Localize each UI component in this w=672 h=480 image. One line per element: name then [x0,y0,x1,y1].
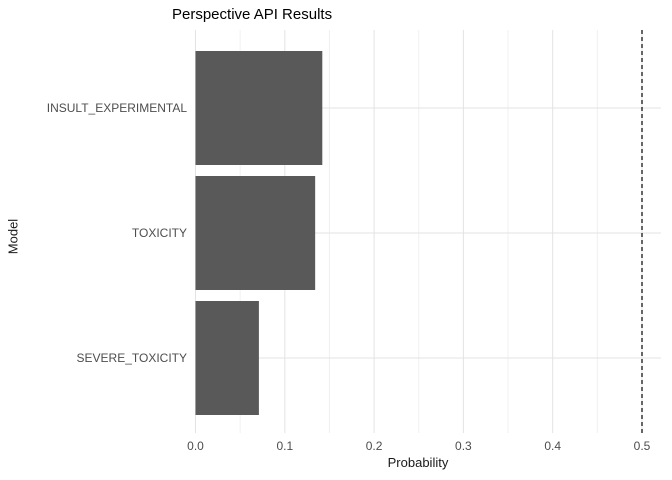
y-tick-label: TOXICITY [131,226,187,240]
y-axis-title: Model [5,218,21,255]
chart-title: Perspective API Results [172,6,333,23]
x-tick-label: 0.3 [455,439,472,453]
x-axis-title: Probability [387,455,449,470]
x-tick-label: 0.2 [365,439,383,453]
bar-insult_experimental [195,51,323,165]
x-tick-label: 0.1 [276,439,294,453]
x-tick-label: 0.4 [544,439,562,453]
x-tick-label: 0.5 [633,439,651,453]
bar-severe_toxicity [195,301,259,415]
y-tick-label: SEVERE_TOXICITY [76,351,187,365]
y-tick-label: INSULT_EXPERIMENTAL [46,101,187,115]
bar-toxicity [195,176,316,290]
x-tick-label: 0.0 [187,439,204,453]
